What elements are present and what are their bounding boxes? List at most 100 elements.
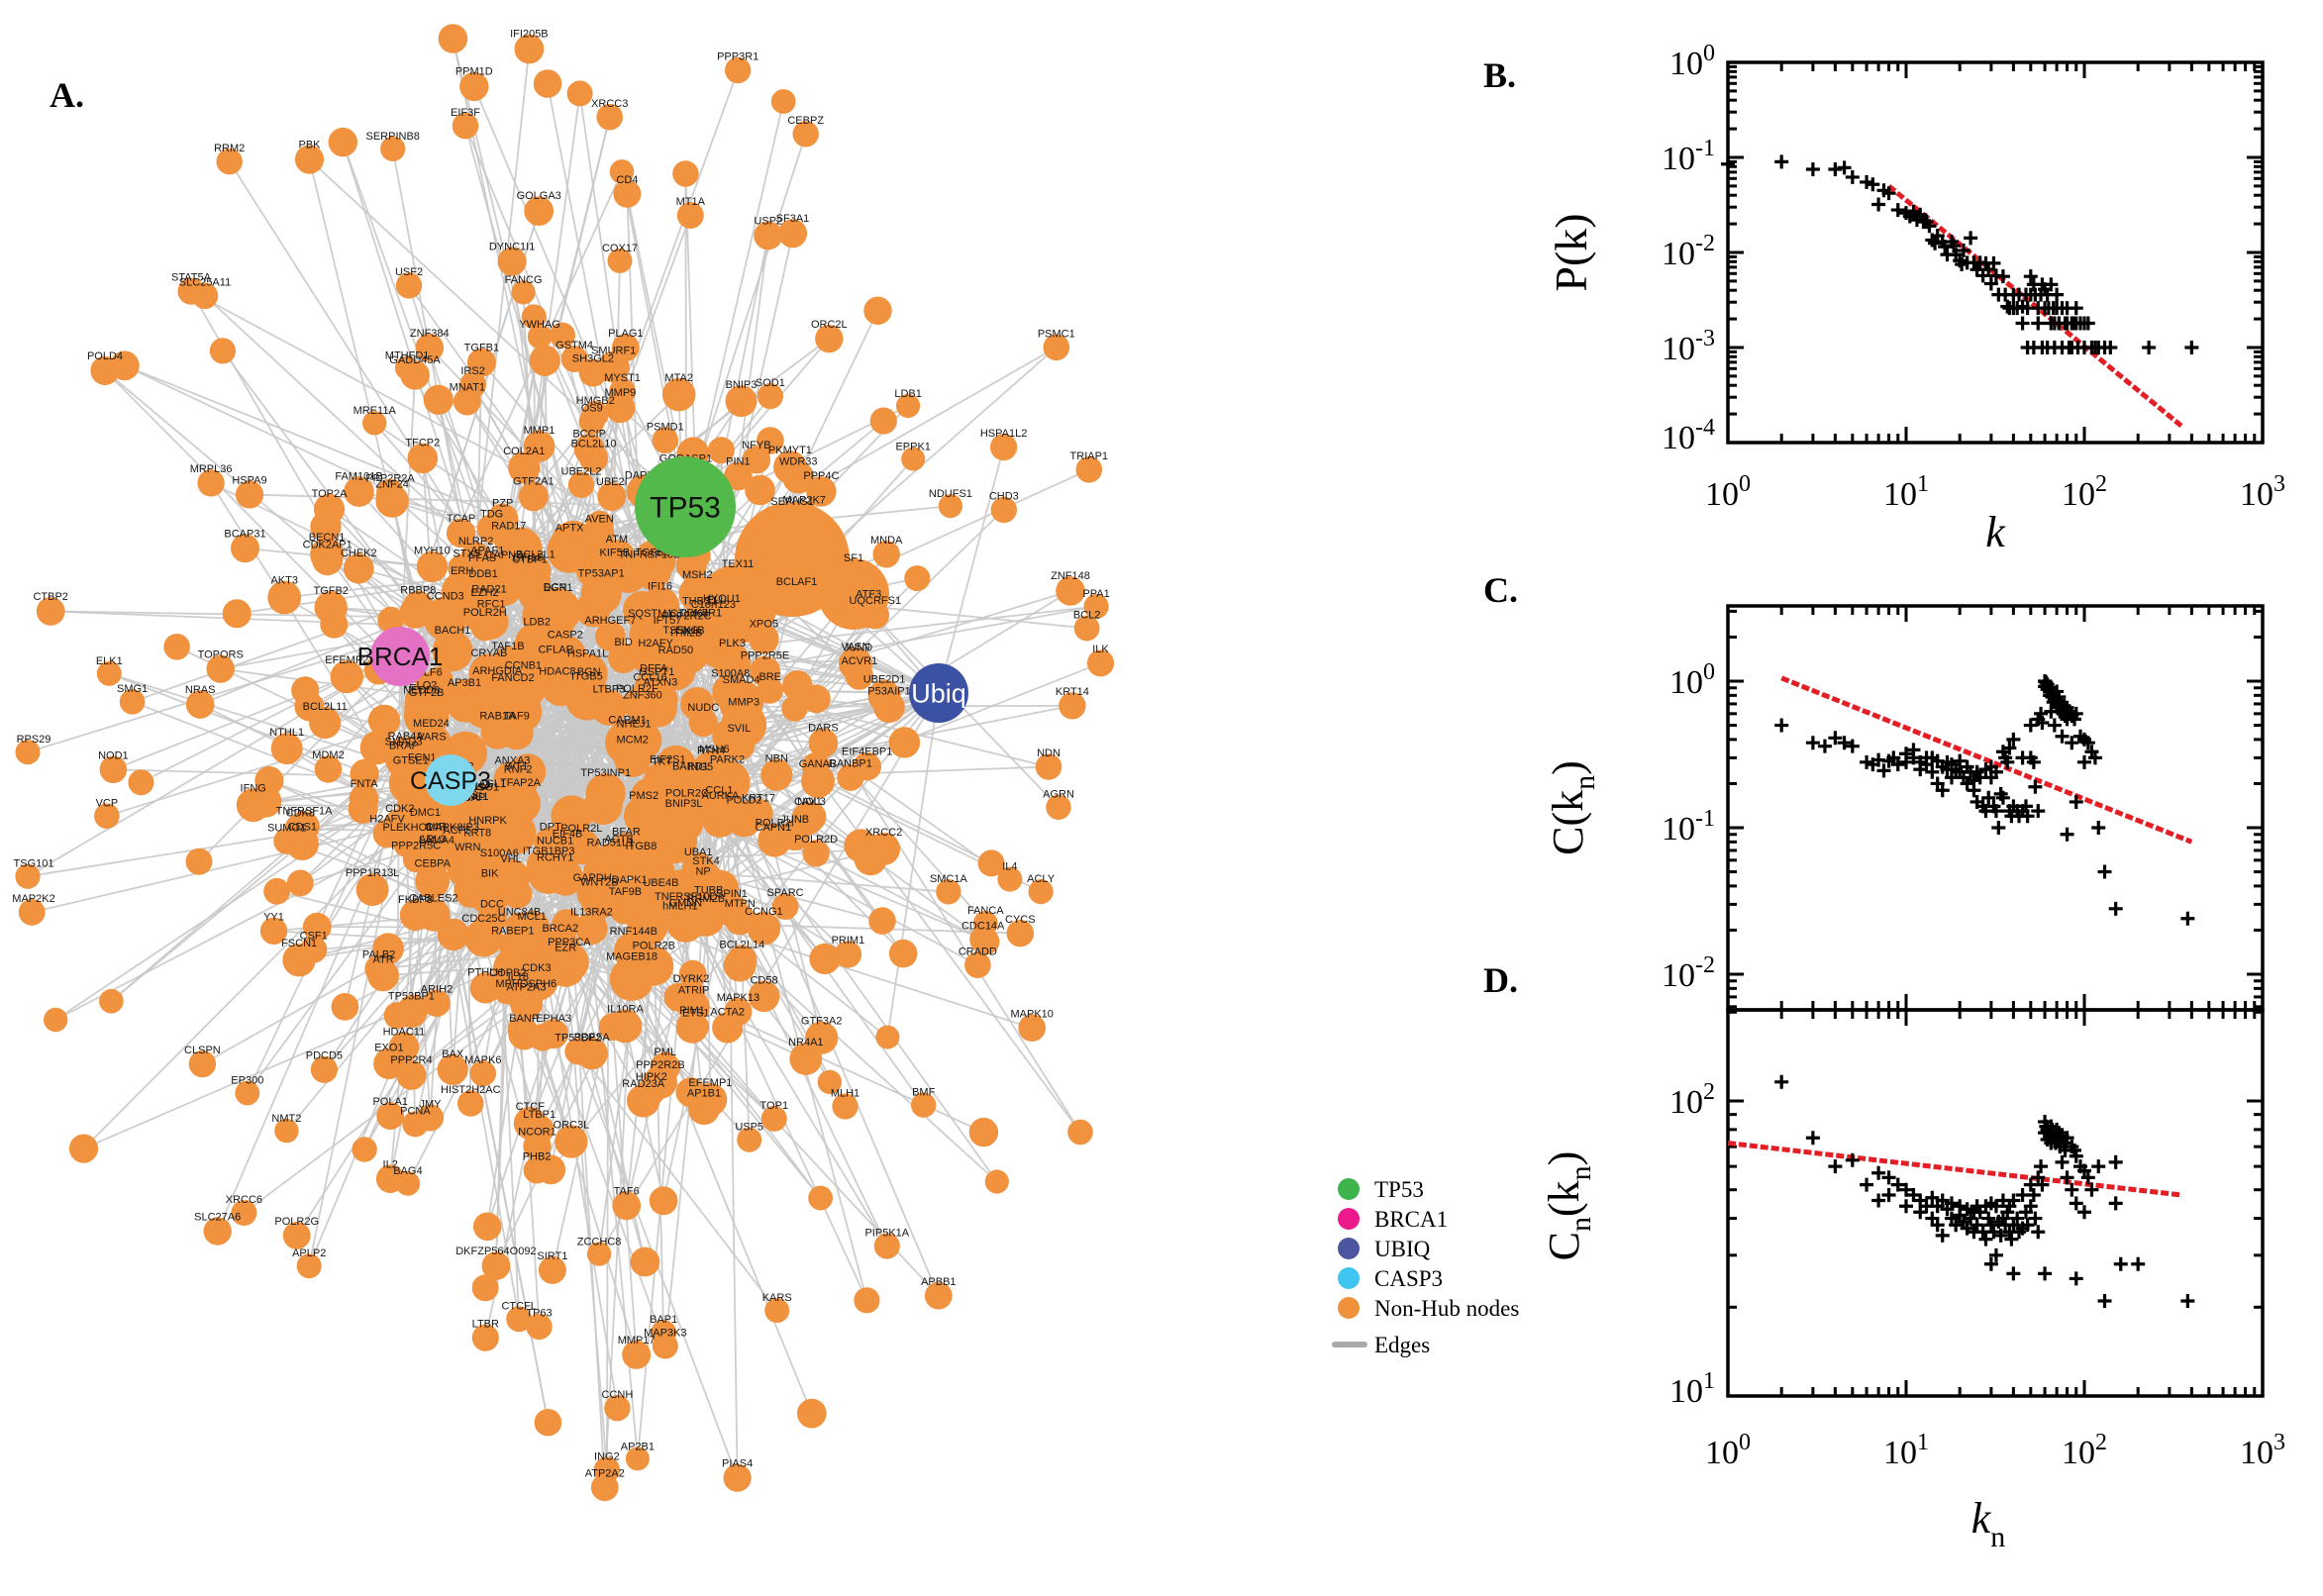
network-node-label: TP53BP2 xyxy=(555,1033,601,1045)
network-node-label: ITGB8 xyxy=(626,841,657,852)
network-node-label: PPP2R2C xyxy=(661,610,711,622)
network-node xyxy=(296,1253,322,1279)
network-node xyxy=(759,828,786,854)
network-node xyxy=(459,371,486,398)
network-node xyxy=(806,476,837,507)
network-node xyxy=(664,631,703,668)
network-node-label: UNC84B xyxy=(498,907,541,919)
network-node xyxy=(423,384,454,415)
network-hub-nodes-layer: TP53 BRCA1 Ubiq CASP3 xyxy=(357,456,968,806)
network-node xyxy=(575,591,611,628)
network-node-label: ATP2A3 xyxy=(506,981,546,993)
network-node xyxy=(99,755,128,784)
network-node xyxy=(750,655,780,687)
network-node-label: XRCC3 xyxy=(591,98,628,110)
network-node xyxy=(506,1306,533,1333)
data-point xyxy=(1928,236,1943,250)
network-node-label: GMNN xyxy=(668,897,702,909)
network-node-label: USP2 xyxy=(754,215,782,227)
data-point xyxy=(1828,731,1843,746)
data-point xyxy=(1983,276,1998,291)
data-point xyxy=(2052,689,2067,704)
network-node xyxy=(567,471,595,498)
network-node-label: PPP2R5C xyxy=(391,840,441,851)
network-node-label: PTHLH xyxy=(467,966,503,978)
network-node-label: TAF9B xyxy=(609,886,642,898)
hub-node-ubiq: Ubiq xyxy=(909,663,968,723)
network-node-label: JUNB xyxy=(780,814,809,826)
network-node-label: GTF2A1 xyxy=(513,475,555,487)
ubiq-legend-swatch-icon xyxy=(1338,1238,1360,1259)
network-node-label: AVEN xyxy=(585,514,614,526)
network-node-label: CD58 xyxy=(750,975,777,987)
network-node-label: POLR2I xyxy=(756,818,794,830)
network-node xyxy=(611,334,640,362)
network-node-label: MMP9 xyxy=(605,387,637,399)
data-point xyxy=(2097,864,2112,879)
data-point xyxy=(1964,231,1978,246)
network-node-label: C1orf123 xyxy=(691,599,736,611)
network-node-label: MT1A xyxy=(676,196,706,208)
brca1-legend-swatch-icon xyxy=(1338,1208,1360,1230)
tick-label: 100 xyxy=(1705,1430,1751,1471)
network-node xyxy=(575,1037,608,1070)
network-node xyxy=(896,393,921,418)
data-point xyxy=(2069,301,2083,316)
network-node-label: XRCC6 xyxy=(226,1194,262,1206)
network-node-label: RAB4A xyxy=(388,731,425,743)
network-node-label: BCCIP xyxy=(572,428,606,440)
network-node xyxy=(529,1024,556,1051)
network-node-label: COX17 xyxy=(602,243,638,254)
hub-circle xyxy=(909,663,968,723)
network-node-label: NHEJ1 xyxy=(617,719,652,731)
network-node-label: MAPK8IP3 xyxy=(426,822,479,834)
network-node-label: BAP1 xyxy=(650,1314,677,1326)
network-node xyxy=(377,606,405,634)
data-point xyxy=(1805,1131,1820,1146)
data-point xyxy=(2180,911,2195,926)
data-point xyxy=(2020,809,2035,824)
network-node-label: FAM101B xyxy=(335,470,382,482)
data-point xyxy=(1935,783,1950,798)
network-node-label: JMY xyxy=(420,1098,443,1110)
network-node-label: STK4 xyxy=(692,855,720,867)
network-node xyxy=(911,1092,937,1118)
data-point xyxy=(2055,729,2070,744)
network-node-label: CCL16 xyxy=(633,671,666,683)
network-node xyxy=(872,541,900,568)
network-node-label: HYOU1 xyxy=(703,593,741,605)
legend-label: UBIQ xyxy=(1374,1237,1431,1261)
network-node xyxy=(854,1287,880,1314)
data-point xyxy=(1935,1193,1950,1208)
network-node xyxy=(415,333,445,362)
data-point xyxy=(2044,277,2059,292)
network-node-label: HSPA9 xyxy=(232,474,266,486)
data-point xyxy=(1983,1218,1998,1233)
network-node xyxy=(352,1137,377,1162)
data-point xyxy=(2060,1131,2074,1146)
network-node xyxy=(627,695,658,726)
data-point xyxy=(2026,1187,2041,1202)
network-node-label: SPIN1 xyxy=(716,888,748,900)
network-node xyxy=(990,434,1018,461)
network-node xyxy=(96,660,122,686)
network-node xyxy=(44,1007,68,1033)
network-node xyxy=(415,863,451,899)
panel-d-xlabel: kn xyxy=(1971,1494,2006,1553)
network-node-label: DYRK2 xyxy=(673,973,710,985)
network-node xyxy=(888,727,921,758)
network-node xyxy=(523,1156,551,1184)
network-node-label: EPPK1 xyxy=(895,442,930,453)
data-point xyxy=(2015,316,2030,331)
network-node-label: SOD1 xyxy=(756,377,785,389)
charts-layer: 100 101 102 10310010-110-210-310-410010-110… xyxy=(1662,41,2285,1471)
network-node xyxy=(972,928,1000,955)
network-node-label: BCL2L11 xyxy=(303,701,348,713)
network-node-label: BARD1 xyxy=(672,761,709,773)
data-point xyxy=(1944,770,1959,785)
data-point xyxy=(2069,1196,2083,1211)
network-node-label: PIAS4 xyxy=(722,1458,753,1470)
network-node-label: ORC2L xyxy=(811,319,848,331)
network-node xyxy=(598,1013,627,1042)
network-node xyxy=(502,878,533,909)
